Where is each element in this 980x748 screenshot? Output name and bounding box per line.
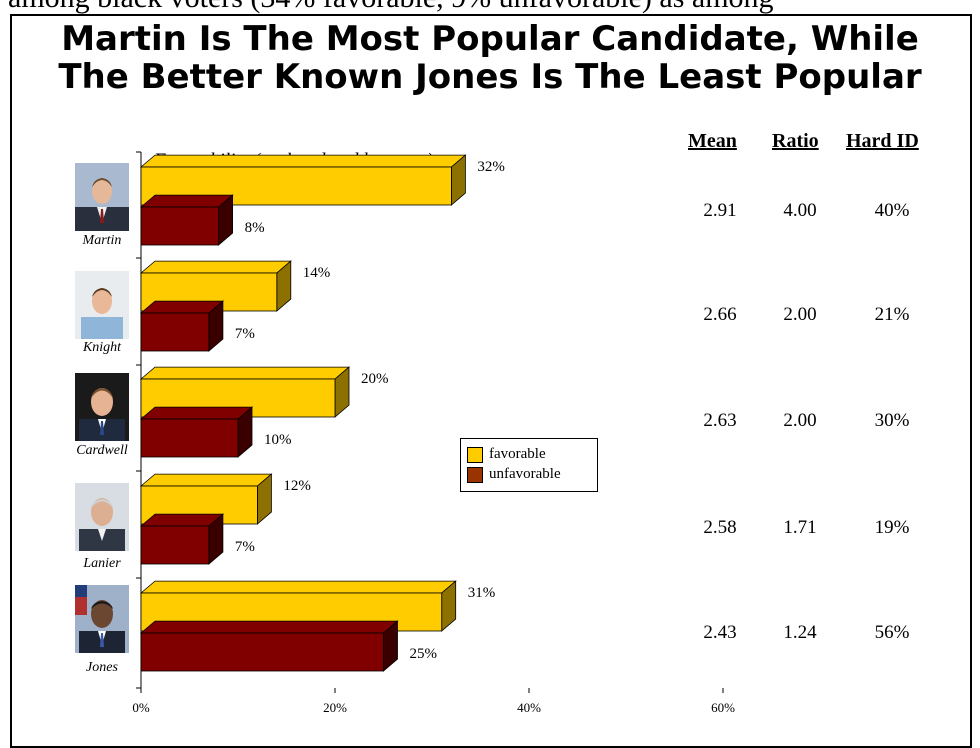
data-label-favorable: 32% — [477, 159, 505, 175]
candidate-name: Cardwell — [76, 443, 128, 458]
bar-unfavorable — [140, 312, 210, 352]
legend-label: favorable — [489, 446, 546, 462]
bar-favorable-top — [139, 473, 273, 487]
ratio-value: 2.00 — [783, 410, 817, 431]
bar-favorable-top — [139, 154, 467, 168]
hard-id-value: 30% — [874, 410, 910, 431]
mean-value: 2.58 — [703, 517, 737, 538]
title-line-2: The Better Known Jones Is The Least Popu… — [58, 57, 922, 97]
candidate-name: Knight — [82, 340, 122, 355]
bar-unfavorable — [140, 525, 210, 565]
legend-label: unfavorable — [489, 466, 561, 482]
mean-value: 2.66 — [703, 304, 737, 325]
data-label-favorable: 31% — [468, 585, 496, 601]
chart-legend: favorable unfavorable — [460, 438, 598, 492]
candidate-photo — [75, 483, 129, 551]
x-axis-tick-label: 0% — [132, 700, 150, 715]
x-axis-tick-label: 60% — [711, 700, 735, 715]
bar-favorable-top — [139, 580, 457, 594]
mean-value: 2.43 — [703, 622, 737, 643]
bar-unfavorable-top — [139, 620, 399, 634]
data-label-unfavorable: 10% — [264, 432, 292, 448]
candidate-photo — [75, 585, 129, 653]
x-axis-tick-label: 40% — [517, 700, 541, 715]
candidate-photo — [75, 373, 129, 441]
bar-unfavorable — [140, 206, 219, 246]
favorability-bar-chart: 0% 20% 40% 60% 32% 8% 14% 7% 20% 10% 12% 7% 31% 25% — [132, 151, 735, 715]
ratio-value: 2.00 — [783, 304, 817, 325]
mean-header: Mean — [688, 130, 737, 152]
mean-value: 2.63 — [703, 410, 737, 431]
data-label-favorable: 14% — [303, 265, 331, 281]
data-label-unfavorable: 8% — [245, 220, 265, 236]
slide-title: Martin Is The Most Popular Candidate, Wh… — [0, 20, 980, 96]
top-snippet-text: among black voters (34% favorable, 9% un… — [0, 0, 980, 18]
candidate-name: Jones — [86, 660, 118, 675]
legend-item-favorable: favorable — [467, 445, 546, 463]
mean-value: 2.91 — [703, 200, 737, 221]
data-label-unfavorable: 7% — [235, 326, 255, 342]
ratio-value: 1.71 — [783, 517, 817, 538]
candidate-name: Martin — [82, 233, 122, 248]
hard-id-value: 21% — [874, 304, 910, 325]
x-axis-tick-label: 20% — [323, 700, 347, 715]
title-line-1: Martin Is The Most Popular Candidate, Wh… — [61, 19, 919, 59]
legend-swatch-favorable — [467, 446, 483, 463]
bar-unfavorable — [140, 632, 384, 672]
candidate-photo — [75, 163, 129, 231]
data-label-unfavorable: 25% — [410, 646, 438, 662]
bar-unfavorable — [140, 418, 239, 458]
hard-id-value: 40% — [874, 200, 910, 221]
ratio-value: 4.00 — [783, 200, 817, 221]
legend-swatch-unfavorable — [467, 466, 483, 483]
bar-favorable-top — [139, 366, 351, 380]
data-label-favorable: 12% — [283, 478, 311, 494]
ratio-value: 1.24 — [783, 622, 817, 643]
ratio-header: Ratio — [772, 130, 819, 152]
hard-id-value: 19% — [874, 517, 910, 538]
hard-id-value: 56% — [874, 622, 910, 643]
data-label-unfavorable: 7% — [235, 539, 255, 555]
legend-item-unfavorable: unfavorable — [467, 465, 561, 483]
candidate-photo — [75, 271, 129, 339]
data-label-favorable: 20% — [361, 371, 389, 387]
bar-unfavorable-top — [139, 406, 254, 420]
candidate-name: Lanier — [83, 556, 121, 571]
bar-favorable-top — [139, 260, 292, 274]
bar-unfavorable-top — [139, 194, 234, 208]
hard-id-header: Hard ID — [846, 130, 919, 152]
